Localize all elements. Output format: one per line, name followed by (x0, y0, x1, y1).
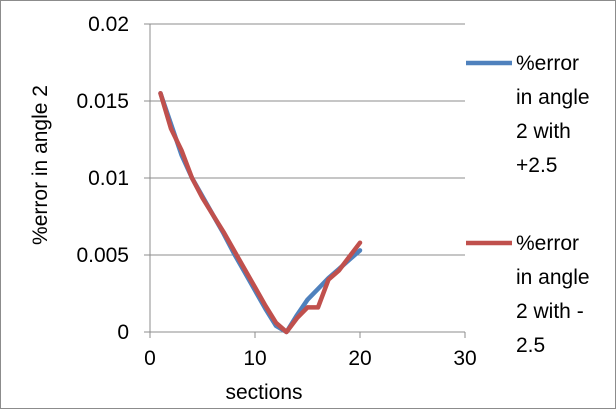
x-axis-title: sections (225, 381, 302, 404)
legend-entry-line: 2.5 (516, 334, 545, 357)
legend-entry-line: 2 with - (516, 300, 584, 323)
x-tick-label: 20 (348, 347, 371, 370)
y-axis-tick-labels: 0 0.005 0.01 0.015 0.02 (76, 13, 129, 344)
legend-entry-line: in angle (516, 266, 590, 289)
y-tick-label: 0.01 (88, 167, 129, 190)
y-axis-title: %error in angle 2 (29, 85, 52, 245)
series-lines (158, 91, 363, 335)
legend-entry-1: %error in angle 2 with +2.5 (516, 52, 590, 177)
y-tick-label: 0.02 (88, 13, 129, 36)
legend-entry-line: in angle (516, 86, 590, 109)
x-tick-label: 30 (453, 347, 476, 370)
series-line-2 (158, 91, 363, 335)
y-tick-label: 0 (117, 321, 129, 344)
x-tick-label: 0 (144, 347, 156, 370)
y-tick-label: 0.005 (76, 244, 129, 267)
x-tick-label: 10 (243, 347, 266, 370)
x-axis-tick-labels: 0 10 20 30 (144, 347, 477, 370)
legend: %error in angle 2 with +2.5 %error in angle 2 … (466, 52, 590, 357)
legend-entry-line: 2 with (516, 120, 571, 143)
legend-entry-line: %error (516, 232, 579, 255)
y-tick-label: 0.015 (76, 90, 129, 113)
axes (144, 23, 466, 338)
legend-entry-line: %error (516, 52, 579, 75)
gridlines (150, 23, 465, 256)
legend-entry-2: %error in angle 2 with - 2.5 (516, 232, 590, 357)
legend-entry-line: +2.5 (516, 154, 557, 177)
